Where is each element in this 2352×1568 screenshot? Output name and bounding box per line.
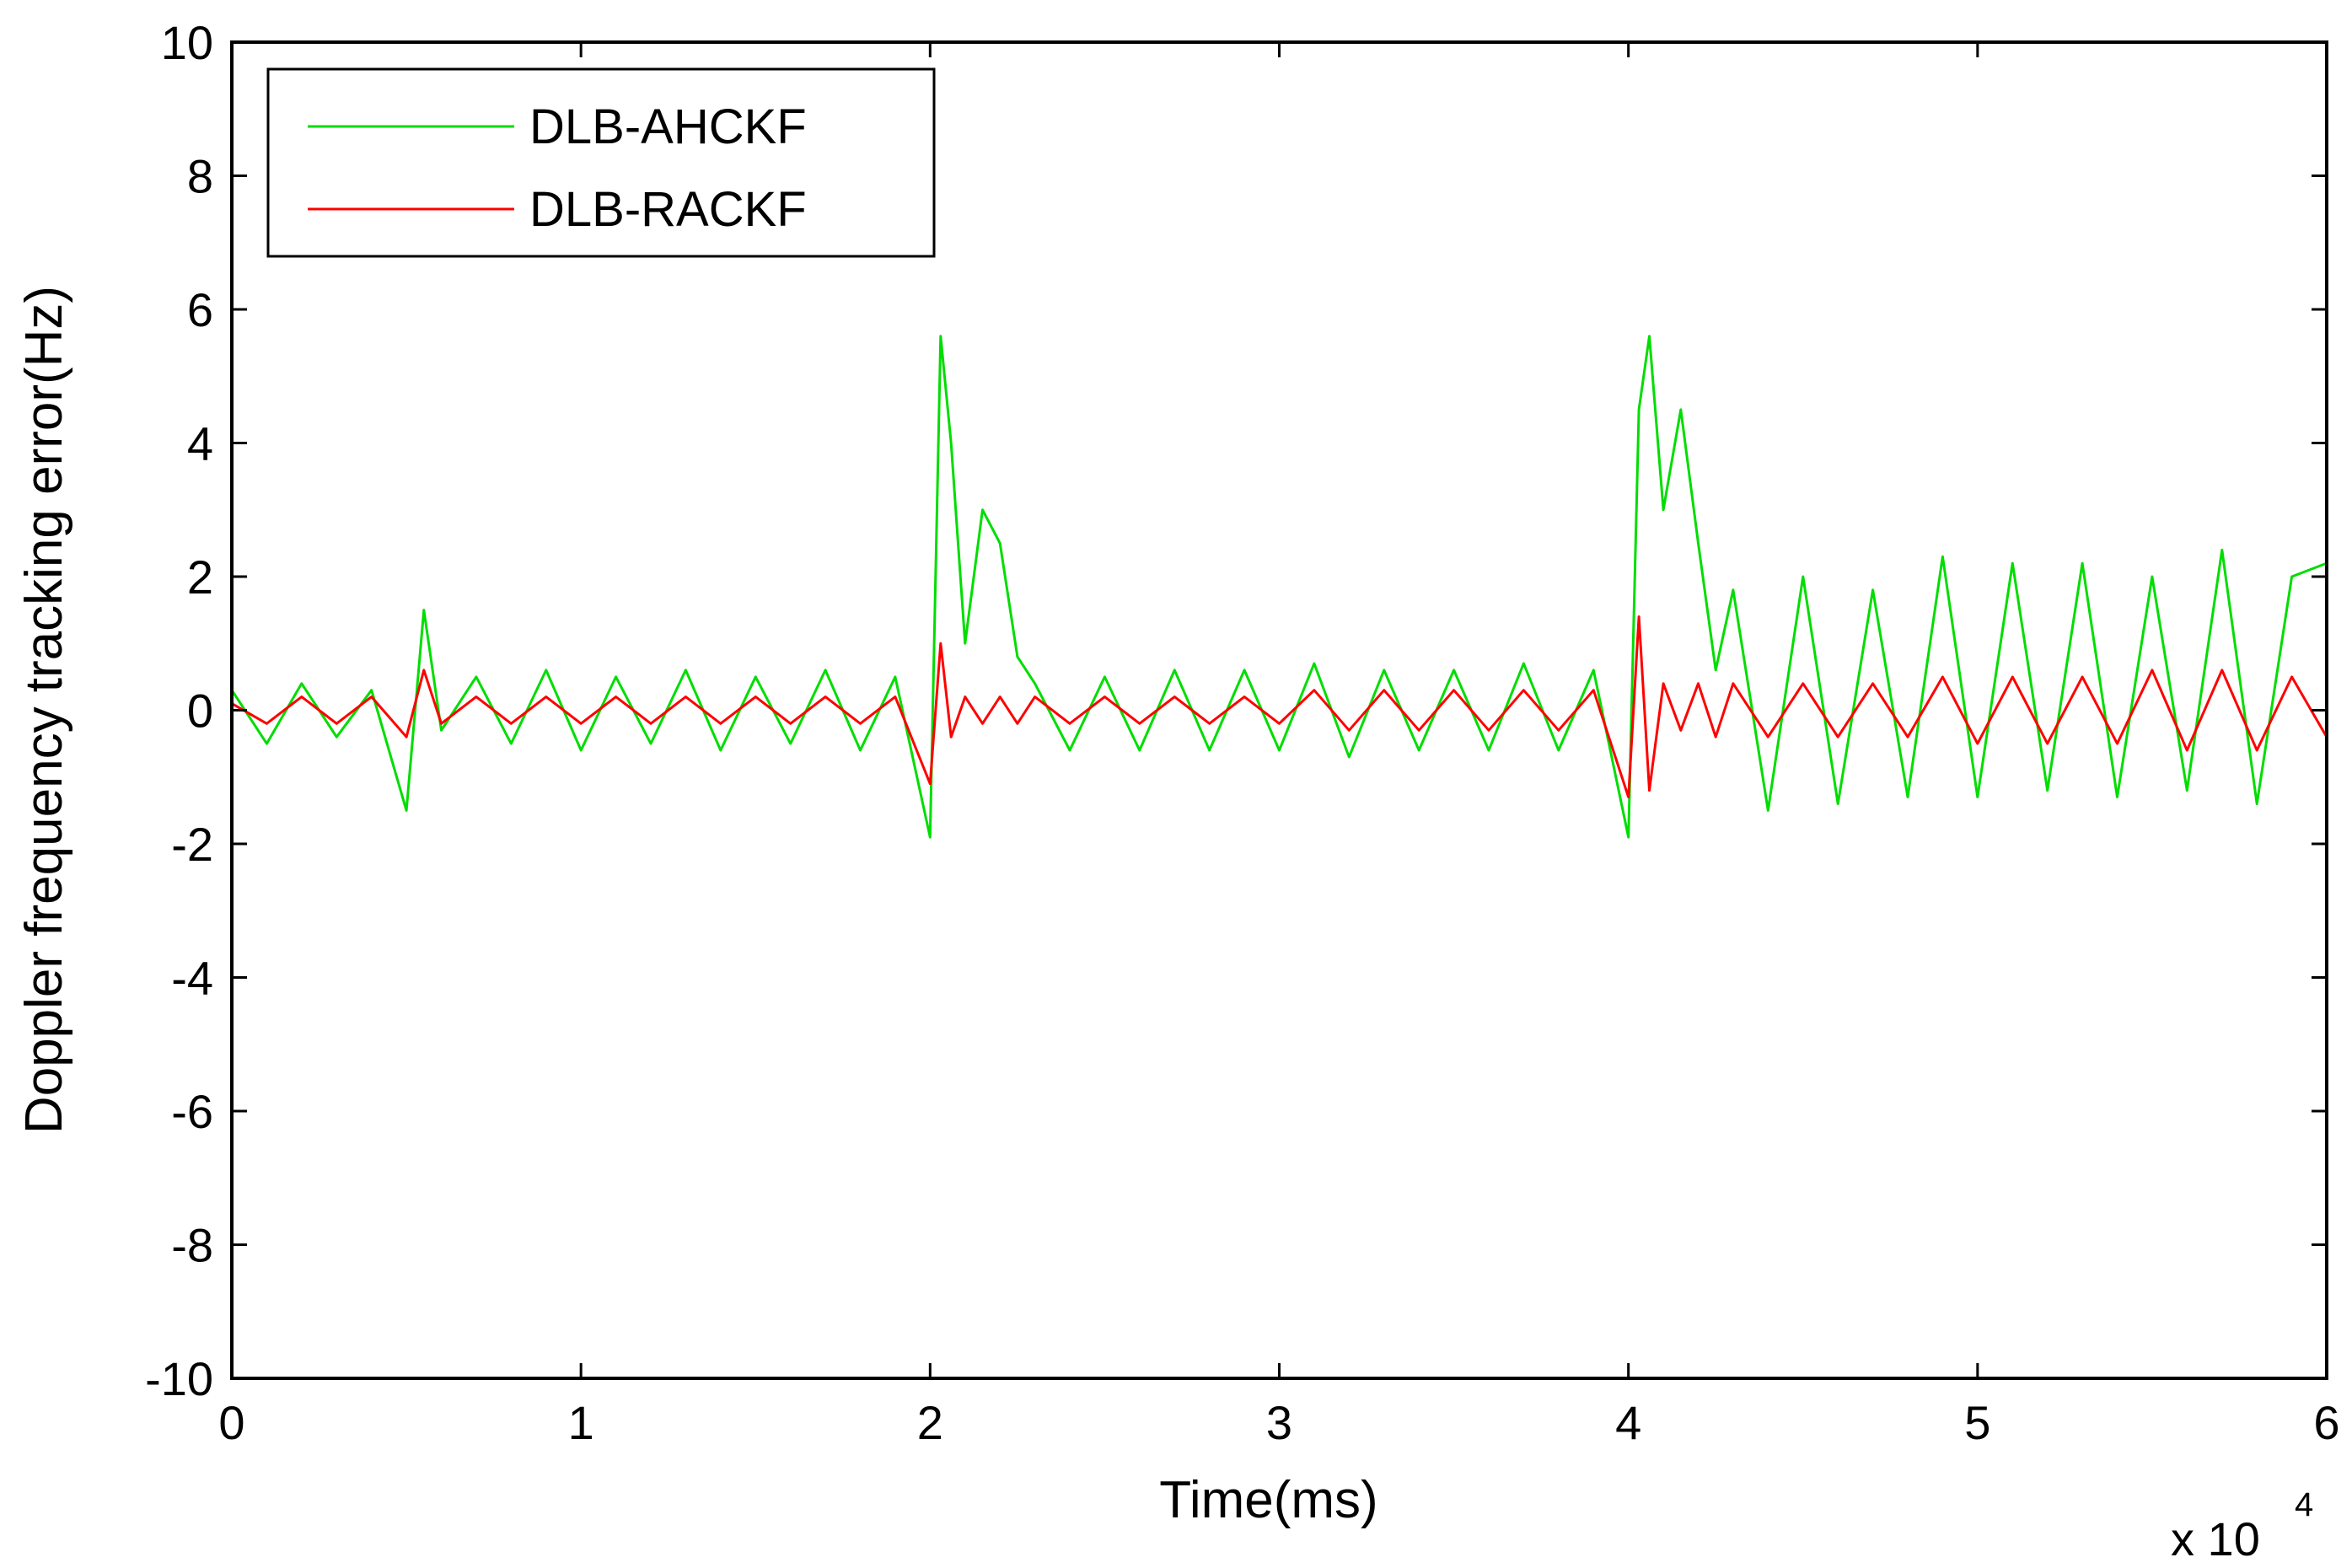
series-line-dlb-rackf (231, 615, 2328, 798)
y-tick-label: 10 (161, 16, 213, 69)
legend-box (266, 67, 936, 258)
y-tick-label: -10 (145, 1352, 213, 1405)
legend-label-dlb-ahckf: DLB-AHCKF (529, 99, 807, 154)
series-layer (230, 335, 2328, 839)
y-tick-label: 0 (187, 685, 213, 738)
y-tick-label: 6 (187, 283, 213, 336)
x-tick-label: 4 (1615, 1396, 1641, 1449)
y-tick-label: -4 (171, 952, 213, 1005)
y-tick-label: -2 (171, 818, 213, 871)
y-axis-ticks: -10 -8 -6 -4 -2 0 2 4 6 8 10 (145, 16, 2327, 1405)
x-multiplier-exponent: 4 (2295, 1486, 2313, 1523)
x-tick-label: 2 (917, 1396, 943, 1449)
y-tick-label: -8 (171, 1219, 213, 1272)
y-tick-label: -6 (171, 1085, 213, 1138)
x-multiplier-base: x 10 (2171, 1512, 2260, 1565)
x-axis-ticks: 0 1 2 3 4 5 6 (218, 42, 2340, 1449)
plot-area: 0 1 2 3 4 5 6 -10 -8 -6 -4 -2 0 2 4 6 8 10 (145, 16, 2340, 1449)
y-tick-label: 4 (187, 417, 213, 470)
legend-label-dlb-rackf: DLB-RACKF (529, 182, 807, 237)
y-tick-label: 8 (187, 150, 213, 203)
y-tick-label: 2 (187, 550, 213, 604)
x-tick-label: 1 (568, 1396, 594, 1449)
x-axis-multiplier: x 10 4 (2171, 1486, 2313, 1565)
x-tick-label: 5 (1964, 1396, 1990, 1449)
x-tick-label: 6 (2313, 1396, 2339, 1449)
y-axis-title: Doppler frequency tracking error(Hz) (15, 286, 73, 1134)
legend: DLB-AHCKF DLB-RACKF (266, 67, 936, 258)
x-tick-label: 0 (218, 1396, 244, 1449)
x-axis-title: Time(ms) (1159, 1471, 1377, 1529)
x-tick-label: 3 (1266, 1396, 1292, 1449)
